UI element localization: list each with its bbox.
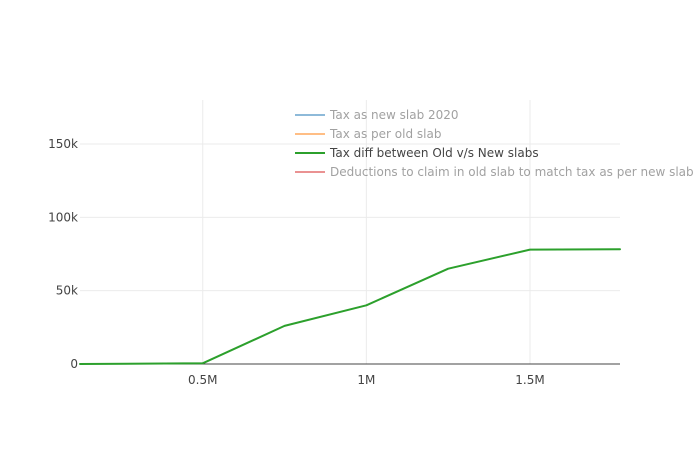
y-tick-label-0: 0: [70, 357, 78, 371]
x-tick-label-0: 0.5M: [188, 373, 217, 387]
data-point-2-2: [284, 325, 286, 327]
legend-item-2[interactable]: Tax diff between Old v/s New slabs: [295, 146, 539, 160]
data-point-2-6: [619, 248, 621, 250]
legend-item-0[interactable]: Tax as new slab 2020: [295, 108, 459, 122]
series-line-2: [79, 248, 621, 365]
y-tick-label-2: 100k: [48, 210, 78, 224]
data-point-2-0: [79, 363, 81, 365]
legend[interactable]: Tax as new slab 2020 Tax as per old slab T…: [295, 108, 694, 179]
legend-label-3: Deductions to claim in old slab to match…: [330, 165, 694, 179]
data-point-2-1: [202, 362, 204, 364]
series-layer: [79, 248, 621, 365]
y-tick-label-3: 150k: [48, 137, 78, 151]
legend-item-1[interactable]: Tax as per old slab: [295, 127, 441, 141]
legend-item-3[interactable]: Deductions to claim in old slab to match…: [295, 165, 694, 179]
y-tick-label-1: 50k: [56, 284, 78, 298]
data-point-2-5: [529, 249, 531, 251]
data-point-2-4: [447, 268, 449, 270]
legend-label-2: Tax diff between Old v/s New slabs: [329, 146, 539, 160]
legend-label-1: Tax as per old slab: [329, 127, 441, 141]
x-tick-label-1: 1M: [357, 373, 375, 387]
grid-layer: [80, 100, 620, 364]
data-point-2-3: [365, 304, 367, 306]
legend-label-0: Tax as new slab 2020: [329, 108, 459, 122]
x-tick-label-2: 1.5M: [515, 373, 544, 387]
